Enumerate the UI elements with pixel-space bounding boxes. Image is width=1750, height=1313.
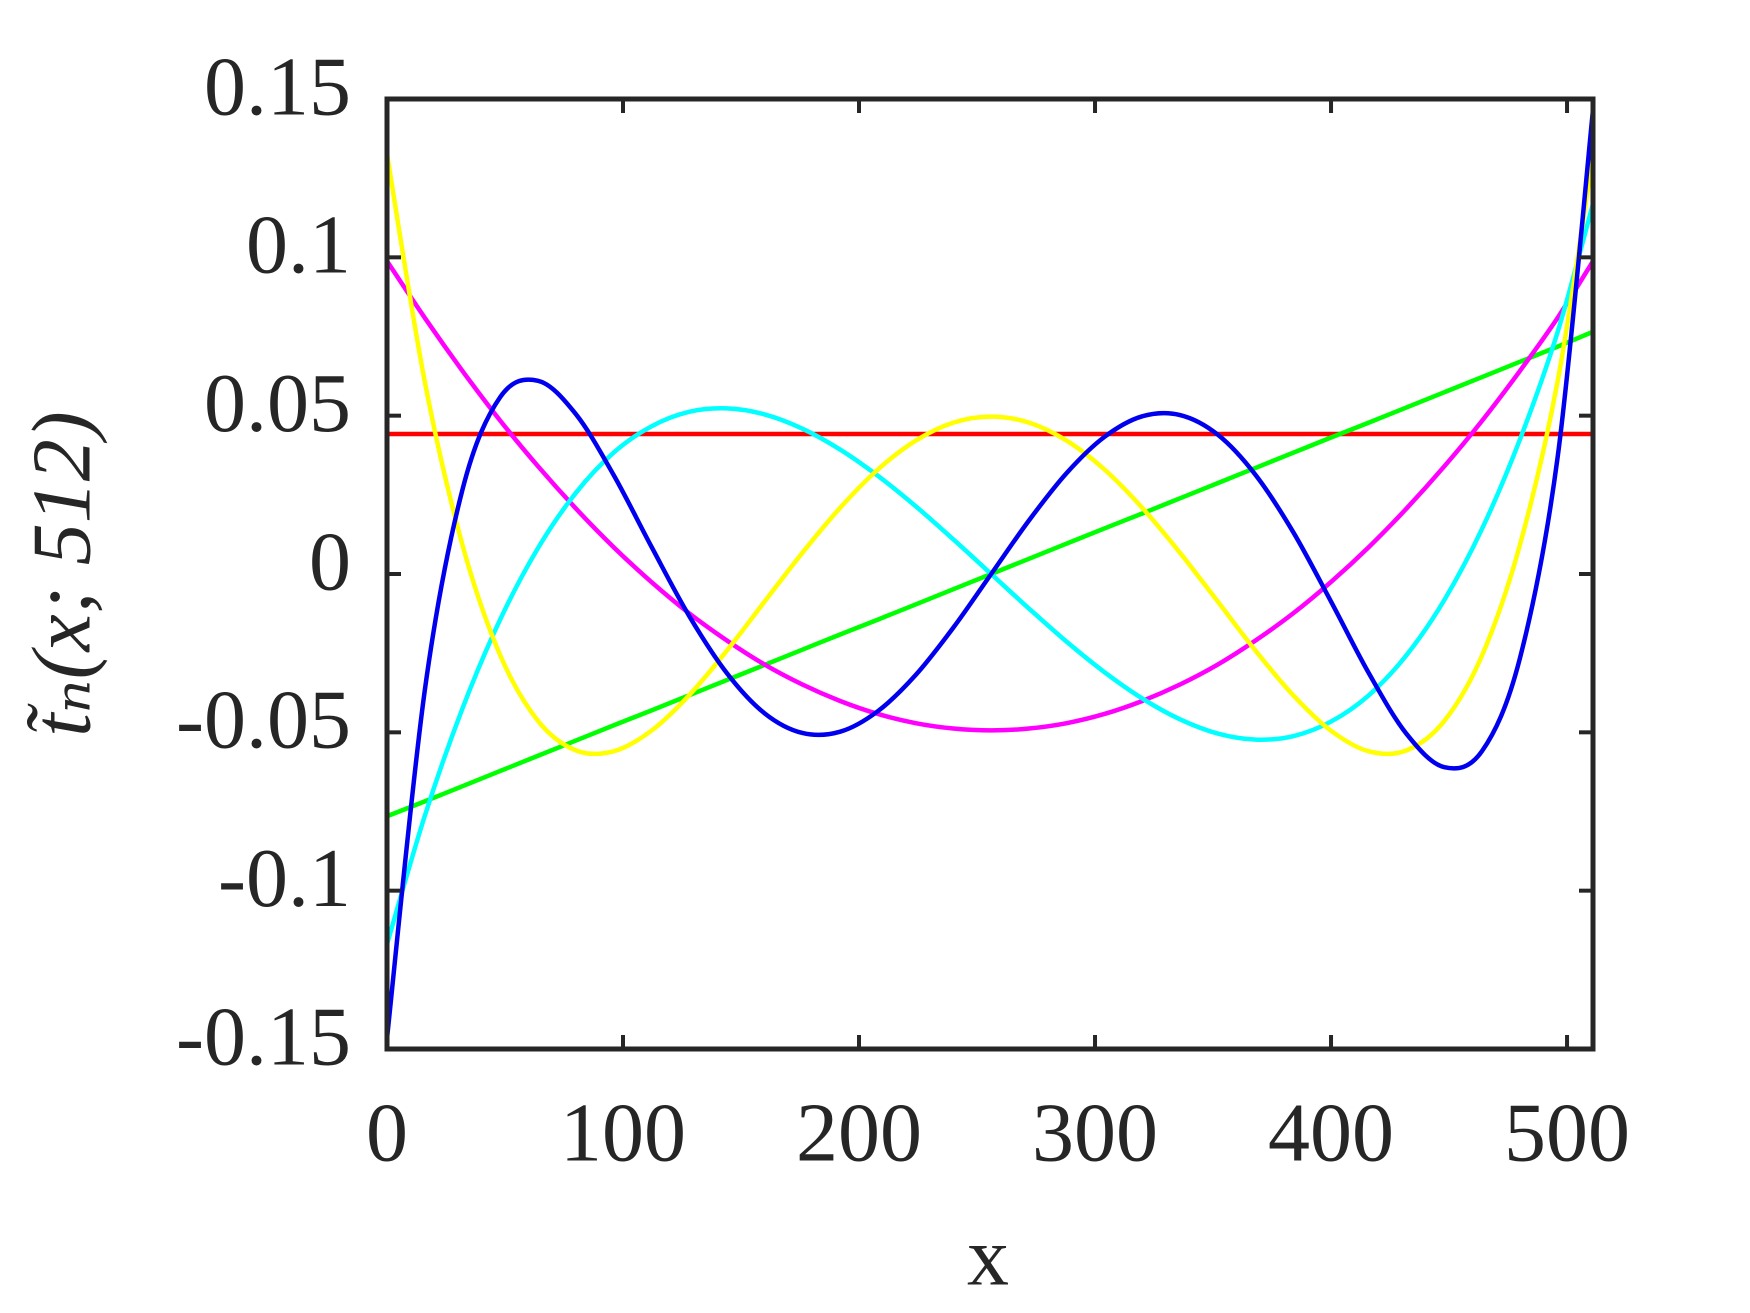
y-tick-label: 0.1 (246, 199, 351, 292)
data-line (384, 153, 1596, 757)
x-tick-label: 500 (1504, 1086, 1630, 1179)
x-axis-label: x (967, 1210, 1009, 1303)
x-tick-label: 100 (560, 1086, 686, 1179)
y-tick-label: 0.15 (204, 40, 351, 133)
y-tick-label: -0.05 (176, 674, 351, 767)
y-tick-label: 0 (309, 515, 351, 608)
x-tick-label: 0 (366, 1086, 408, 1179)
y-axis-label: t̃ₙ(x; 512) (15, 411, 108, 737)
y-tick-label: -0.15 (176, 990, 351, 1083)
y-tick-label: 0.05 (204, 357, 351, 450)
data-line (385, 259, 1595, 733)
x-tick-label: 300 (1032, 1086, 1158, 1179)
data-line (384, 109, 1596, 1039)
plot-area (384, 109, 1596, 1039)
x-tick-label: 400 (1268, 1086, 1394, 1179)
x-tick-label: 200 (796, 1086, 922, 1179)
y-tick-label: -0.1 (218, 832, 351, 925)
